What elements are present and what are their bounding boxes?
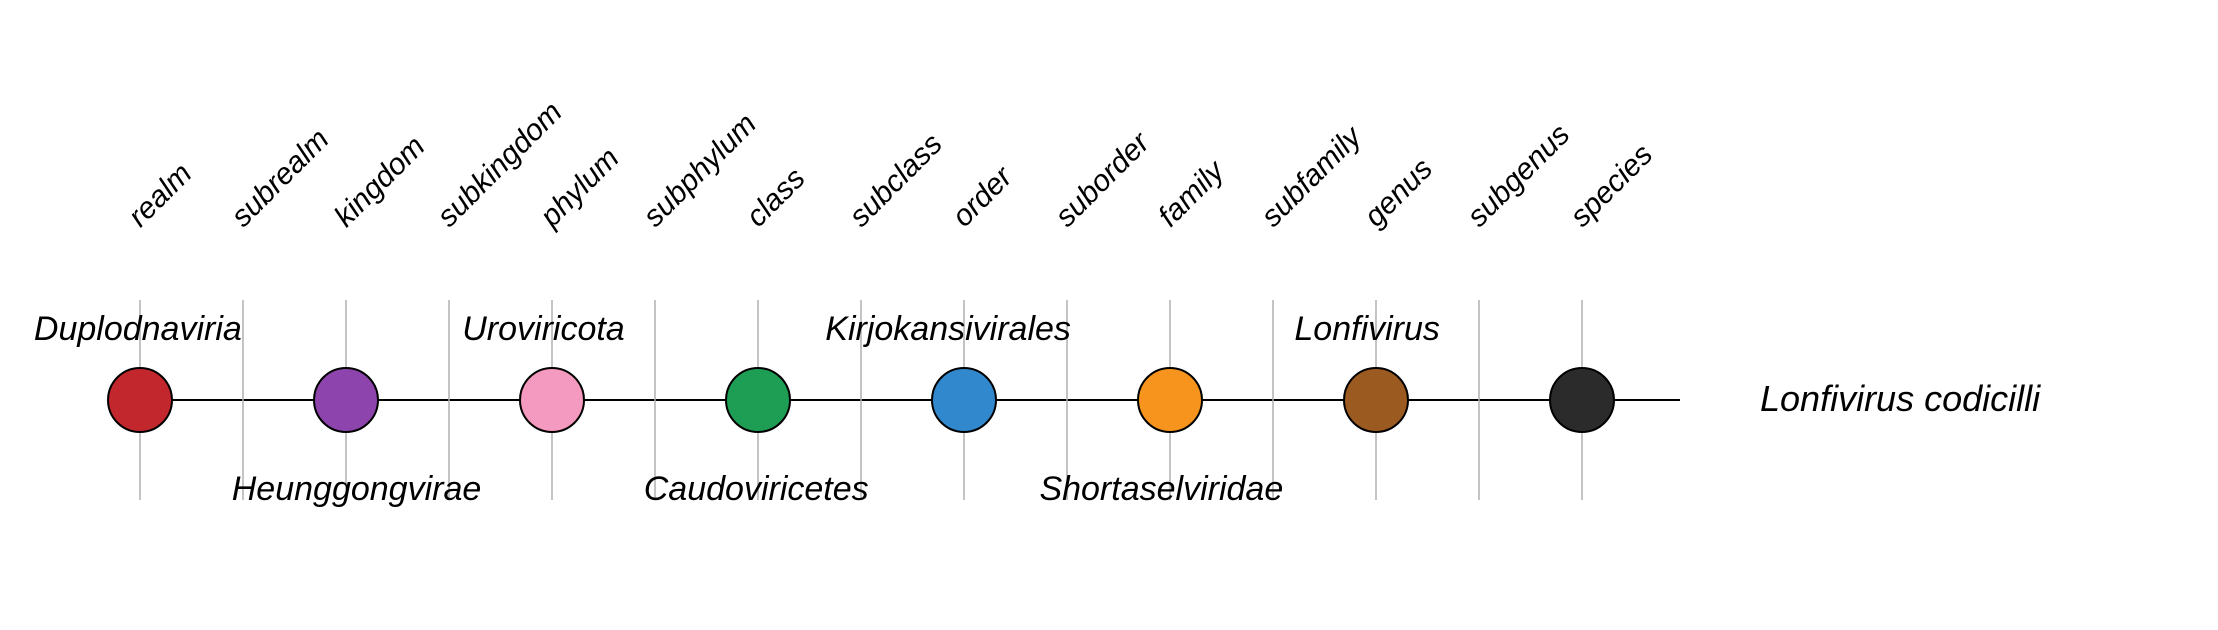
taxon-label: Kirjokansivirales: [825, 310, 1071, 349]
taxon-label: Heunggongvirae: [232, 470, 482, 509]
taxon-label: Caudoviricetes: [644, 470, 869, 509]
species-name: Lonfivirus codicilli: [1760, 378, 2040, 420]
taxon-label: Lonfivirus: [1294, 310, 1440, 349]
diagram-svg: [0, 0, 2218, 630]
taxon-label: Uroviricota: [462, 310, 624, 349]
taxon-label: Shortaselviridae: [1039, 470, 1283, 509]
taxon-label: Duplodnaviria: [34, 310, 242, 349]
taxonomy-diagram: realmDuplodnaviriasubrealmkingdomHeunggo…: [0, 0, 2218, 630]
